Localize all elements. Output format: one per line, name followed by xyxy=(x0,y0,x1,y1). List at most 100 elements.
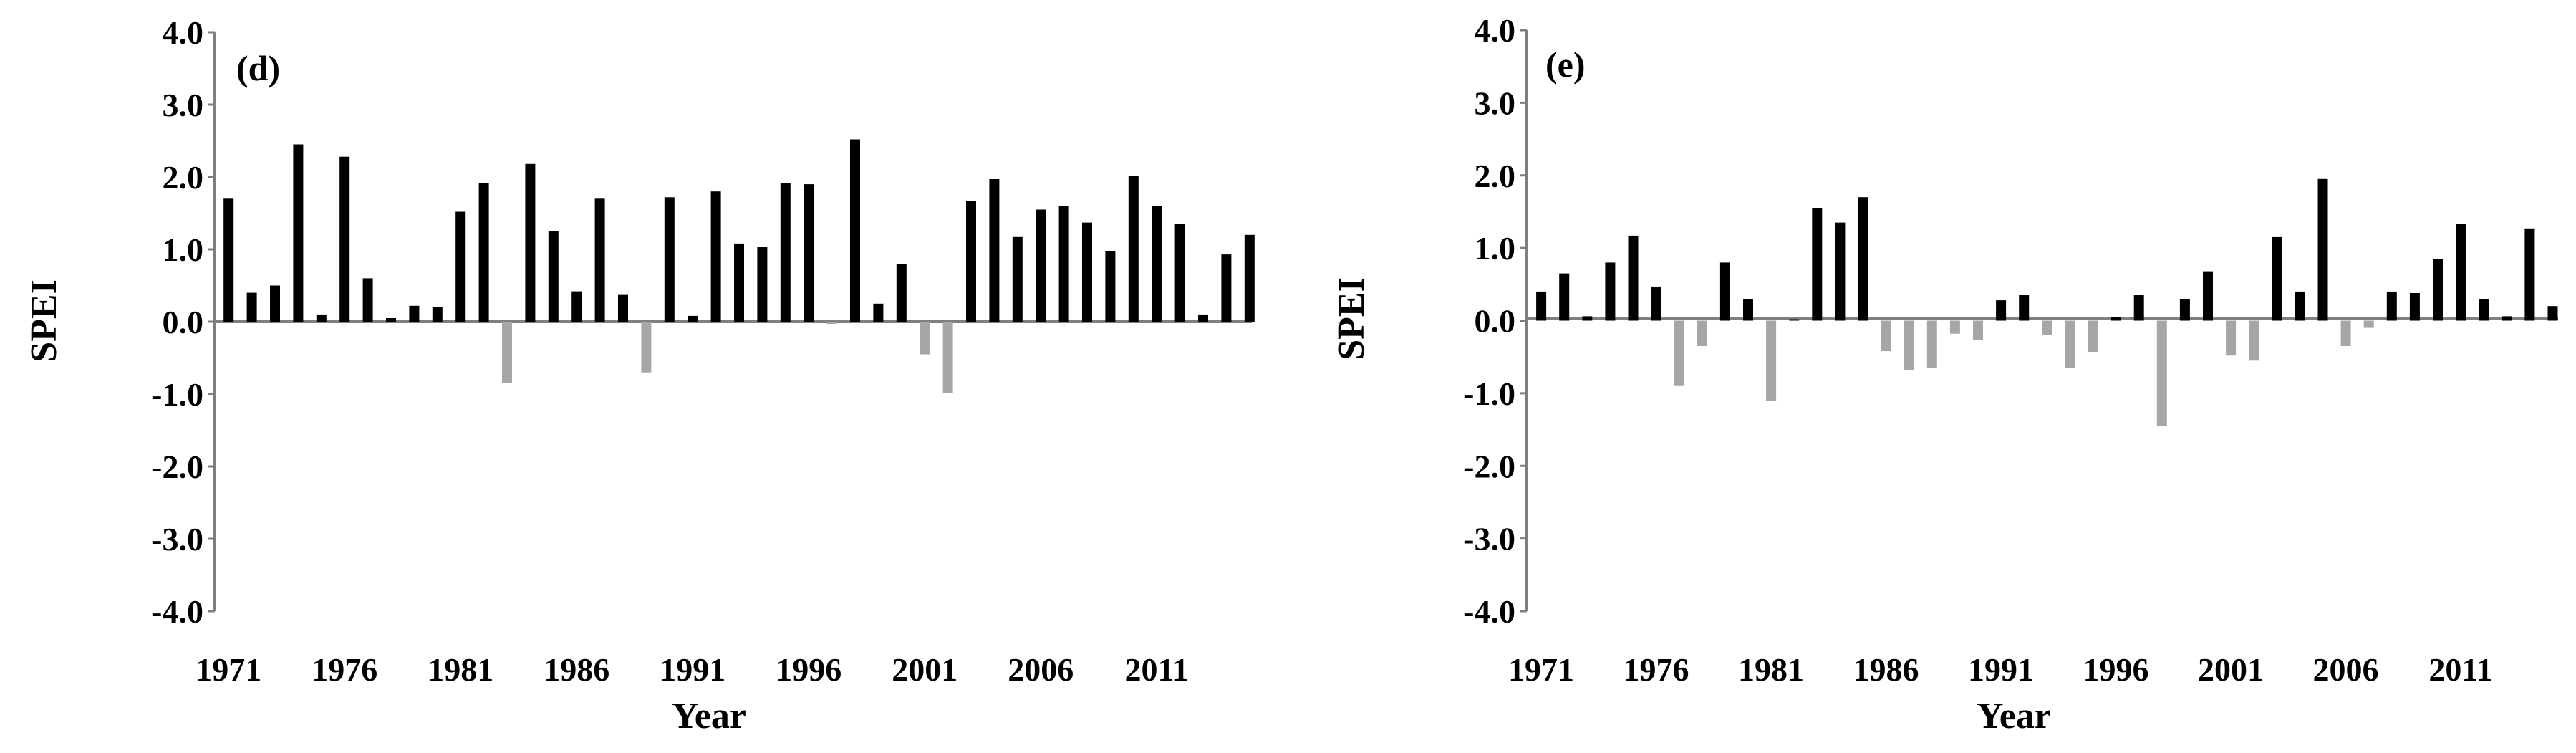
bar-1973 xyxy=(270,285,280,322)
x-tick-label: 1971 xyxy=(1508,651,1574,688)
panel-label: (d) xyxy=(236,48,280,88)
bar-2001 xyxy=(920,322,930,355)
bar-1994 xyxy=(757,247,768,322)
bar-1989 xyxy=(1949,320,1960,334)
y-tick-label: -4.0 xyxy=(151,593,203,630)
bar-1993 xyxy=(734,243,744,322)
bar-2010 xyxy=(2433,259,2443,321)
bar-1981 xyxy=(1766,320,1777,401)
x-tick-label: 2001 xyxy=(2198,651,2264,688)
y-tick-label: -2.0 xyxy=(151,449,203,485)
bar-1988 xyxy=(1926,320,1937,368)
bar-1976 xyxy=(339,156,350,322)
bar-1998 xyxy=(850,139,860,322)
y-tick-label: 4.0 xyxy=(163,14,204,51)
bar-2009 xyxy=(2409,293,2420,321)
bar-1992 xyxy=(2019,295,2030,321)
bar-2008 xyxy=(2386,291,2397,321)
bar-1989 xyxy=(641,322,652,373)
x-tick-label: 1996 xyxy=(2083,651,2149,688)
bar-1999 xyxy=(2179,299,2190,321)
y-tick-label: 3.0 xyxy=(1475,85,1516,121)
x-tick-label: 1976 xyxy=(1624,651,1689,688)
y-tick-label: 1.0 xyxy=(163,231,204,268)
y-tick-label: -3.0 xyxy=(151,521,203,557)
bar-group xyxy=(223,139,1255,393)
chart-panel-d: (d) SPEI Year 4.0 3.0 2.0 1.0 0.0 -1.0 -2.0 -3.… xyxy=(24,14,1255,737)
bar-2015 xyxy=(1244,234,1255,322)
bar-2012 xyxy=(1174,224,1185,322)
bar-2014 xyxy=(2524,228,2535,321)
y-tick-label: 0.0 xyxy=(163,304,204,340)
bar-2008 xyxy=(1082,222,1092,322)
bar-1984 xyxy=(1835,222,1846,321)
bar-2013 xyxy=(2502,316,2512,321)
bar-1976 xyxy=(1651,286,1661,321)
bar-2004 xyxy=(989,179,1000,322)
bar-1993 xyxy=(2042,320,2052,335)
bar-2014 xyxy=(1221,254,1232,322)
y-tick-group: 4.0 3.0 2.0 1.0 0.0 -1.0 -2.0 -3.0 -4.0 xyxy=(1463,12,1527,630)
bar-2001 xyxy=(2226,320,2237,356)
bar-1981 xyxy=(455,211,466,322)
bar-1971 xyxy=(1536,291,1547,321)
bar-1995 xyxy=(2088,320,2098,352)
bar-1974 xyxy=(1605,262,1616,321)
bar-1972 xyxy=(246,292,257,322)
y-tick-label: 2.0 xyxy=(1475,158,1516,194)
y-tick-group: 4.0 3.0 2.0 1.0 0.0 -1.0 -2.0 -3.0 -4.0 xyxy=(151,14,215,630)
bar-2007 xyxy=(1058,206,1069,322)
bar-1997 xyxy=(2133,295,2144,321)
x-tick-group: 1971 1976 1981 1986 1991 1996 2001 2006 2011 xyxy=(1508,651,2493,688)
x-tick-label: 1971 xyxy=(196,651,261,688)
bar-2009 xyxy=(1105,251,1116,322)
bar-1986 xyxy=(571,291,582,322)
y-axis-title: SPEI xyxy=(1331,277,1372,360)
bar-1983 xyxy=(1812,208,1823,321)
bar-1972 xyxy=(1559,273,1570,321)
bar-1985 xyxy=(1858,197,1868,321)
bar-1977 xyxy=(362,278,373,322)
y-axis-title: SPEI xyxy=(24,279,64,363)
bar-1990 xyxy=(664,197,675,322)
x-tick-label: 1991 xyxy=(660,651,725,688)
x-tick-label: 1976 xyxy=(312,651,377,688)
bar-1990 xyxy=(1973,320,1983,340)
bar-1978 xyxy=(386,318,396,322)
bar-1982 xyxy=(478,183,489,322)
x-tick-label: 1991 xyxy=(1968,651,2034,688)
bar-1998 xyxy=(2156,320,2167,426)
bar-1991 xyxy=(688,315,698,322)
bar-1997 xyxy=(826,322,837,324)
x-tick-label: 1986 xyxy=(544,651,609,688)
y-tick-label: 4.0 xyxy=(1475,12,1516,49)
bar-1977 xyxy=(1674,320,1684,386)
x-axis-title: Year xyxy=(1977,696,2051,737)
bar-1996 xyxy=(804,184,814,322)
y-tick-label: -3.0 xyxy=(1463,521,1515,557)
bar-1975 xyxy=(316,314,327,322)
bar-2006 xyxy=(2340,320,2351,346)
y-tick-label: 0.0 xyxy=(1475,303,1516,340)
x-tick-label: 2011 xyxy=(1124,651,1188,688)
bar-2010 xyxy=(1128,176,1139,322)
bar-1991 xyxy=(1996,300,2007,321)
x-tick-label: 1981 xyxy=(1738,651,1804,688)
y-tick-label: -1.0 xyxy=(1463,375,1515,412)
bar-2011 xyxy=(1152,206,1162,322)
bar-2011 xyxy=(2456,224,2466,321)
bar-1995 xyxy=(780,183,791,322)
bar-1979 xyxy=(409,305,420,322)
x-tick-label: 2006 xyxy=(2313,651,2379,688)
x-tick-label: 2001 xyxy=(892,651,957,688)
bar-1999 xyxy=(873,303,884,322)
bar-2005 xyxy=(2317,178,2328,321)
bar-2002 xyxy=(2249,320,2259,361)
bar-1985 xyxy=(548,231,559,322)
bar-2005 xyxy=(1012,236,1023,322)
bar-1975 xyxy=(1628,235,1639,321)
bar-2006 xyxy=(1036,209,1046,322)
bar-2000 xyxy=(896,264,907,322)
x-tick-label: 1996 xyxy=(776,651,841,688)
bar-2015 xyxy=(2547,306,2558,321)
